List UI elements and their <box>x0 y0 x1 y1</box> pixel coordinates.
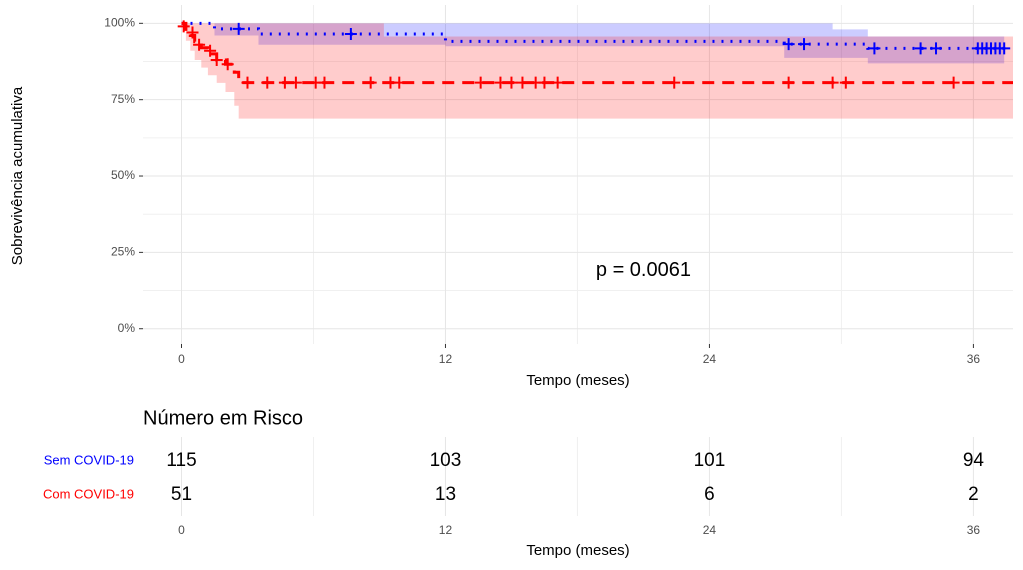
risk-count: 6 <box>704 484 715 505</box>
censor-mark <box>210 53 223 66</box>
risk-count: 103 <box>430 450 462 471</box>
censor-mark <box>868 42 881 55</box>
censor-mark <box>364 76 377 89</box>
censor-mark <box>914 42 927 55</box>
censor-mark <box>930 42 943 55</box>
x-tick-label: 24 <box>703 352 717 366</box>
censor-mark <box>204 44 217 57</box>
x-tick-label: 0 <box>178 352 185 366</box>
censor-mark <box>393 76 406 89</box>
survival-curve <box>181 21 1013 85</box>
risk-count: 115 <box>166 450 196 471</box>
censor-mark <box>494 76 507 89</box>
censor-mark <box>839 76 852 89</box>
censor-mark <box>474 76 487 89</box>
x-tick-label: 36 <box>967 352 981 366</box>
censor-mark <box>232 22 245 35</box>
censor-mark <box>826 76 839 89</box>
risk-count: 13 <box>435 484 456 505</box>
x-tick-label: 12 <box>439 523 453 537</box>
censor-mark <box>221 58 234 71</box>
censor-mark <box>516 76 529 89</box>
y-axis-label: Sobrevivência acumulativa <box>9 86 26 265</box>
p-value-annotation: p = 0.0061 <box>596 259 691 281</box>
censor-mark <box>798 38 811 51</box>
risk-row-label: Com COVID-19 <box>43 486 134 501</box>
censor-mark <box>782 38 795 51</box>
risk-row-label: Sem COVID-19 <box>44 452 134 467</box>
censor-mark <box>278 76 291 89</box>
y-tick-label: 50% <box>111 168 135 182</box>
censor-mark <box>261 76 274 89</box>
censor-mark <box>177 20 190 33</box>
x-tick-label: 24 <box>703 523 717 537</box>
censor-mark <box>344 28 357 41</box>
risk-count: 2 <box>968 484 979 505</box>
y-tick-label: 100% <box>104 15 135 29</box>
risk-count: 101 <box>694 450 726 471</box>
censor-mark <box>289 76 302 89</box>
censor-mark <box>538 76 551 89</box>
y-tick-label: 25% <box>111 245 135 259</box>
risk-count: 51 <box>171 484 192 505</box>
censor-mark <box>998 42 1011 55</box>
censor-mark <box>668 76 681 89</box>
x-tick-label: 0 <box>178 523 185 537</box>
censor-mark <box>782 76 795 89</box>
x-axis-label: Tempo (meses) <box>526 372 629 389</box>
confidence-band <box>181 23 1013 119</box>
x-tick-label: 12 <box>439 352 453 366</box>
risk-x-axis-label: Tempo (meses) <box>526 542 629 559</box>
censor-mark <box>318 76 331 89</box>
y-tick-label: 75% <box>111 92 135 106</box>
censor-mark <box>193 38 206 51</box>
censor-mark <box>186 26 199 39</box>
risk-count: 94 <box>963 450 985 471</box>
censor-mark <box>241 76 254 89</box>
censor-mark <box>947 76 960 89</box>
censor-mark <box>505 76 518 89</box>
risk-table-title: Número em Risco <box>143 407 303 429</box>
x-tick-label: 36 <box>967 523 981 537</box>
y-tick-label: 0% <box>118 321 136 335</box>
censor-mark <box>551 76 564 89</box>
